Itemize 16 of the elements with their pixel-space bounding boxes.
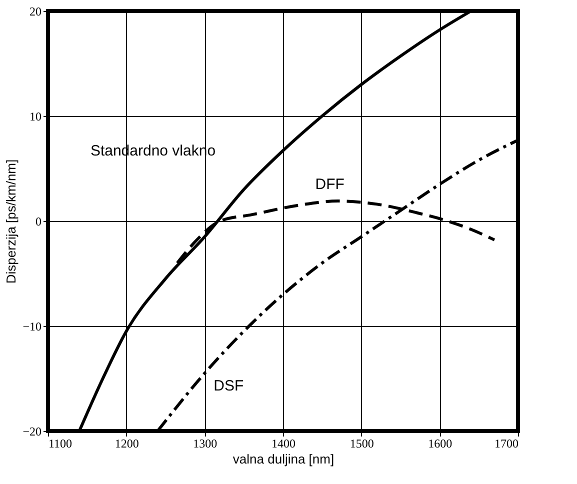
x-tick-label: 1300 (193, 436, 218, 450)
x-axis-title: valna duljina [nm] (232, 452, 334, 466)
series-label: DFF (315, 176, 344, 194)
x-tick-label: 1500 (350, 436, 374, 450)
x-tick-label: 1400 (272, 436, 296, 450)
x-tick-label: 1600 (428, 436, 452, 450)
y-tick-label: 10 (30, 110, 42, 124)
y-tick-label: −10 (22, 320, 42, 334)
y-tick-label: 0 (36, 214, 42, 228)
y-axis-title: Disperzija [ps/km/nm] (4, 159, 19, 284)
x-tick-label: 1700 (494, 436, 518, 450)
y-tick-label: 20 (30, 4, 42, 18)
x-tick-label: 1200 (114, 436, 139, 450)
y-tick-label: −20 (22, 424, 42, 438)
series-label: DSF (214, 377, 244, 394)
x-tick-label: 1100 (48, 436, 72, 450)
